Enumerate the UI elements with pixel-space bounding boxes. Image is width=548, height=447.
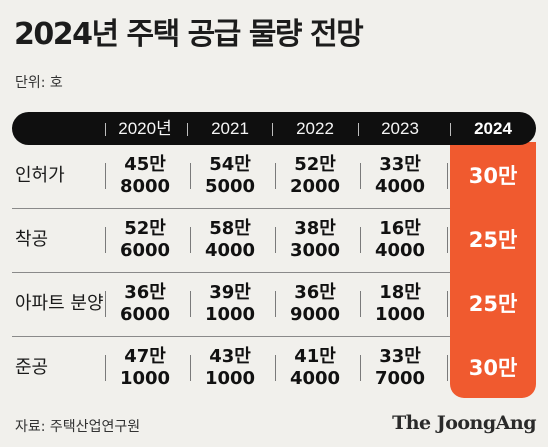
column-separator <box>360 355 361 381</box>
column-separator <box>105 355 106 381</box>
cell-value-line2: 7000 <box>374 368 426 389</box>
table-cell: 58만 4000 <box>193 209 267 271</box>
header-separator <box>272 123 273 136</box>
table-cell: 54만 5000 <box>193 145 267 207</box>
table-cell: 33만 4000 <box>363 145 437 207</box>
cell-value-line1: 16만 <box>379 218 421 239</box>
cell-value-line1: 52만 <box>294 154 336 175</box>
cell-value-line1: 33만 <box>379 346 421 367</box>
column-header-2023: 2023 <box>381 119 419 138</box>
cell-value-line1: 36만 <box>124 282 166 303</box>
cell-value-line2: 4000 <box>204 240 256 261</box>
unit-label: 단위: 호 <box>15 75 63 91</box>
header-separator <box>105 123 106 136</box>
cell-value-line1: 58만 <box>209 218 251 239</box>
column-separator <box>447 227 448 253</box>
column-separator <box>360 163 361 189</box>
cell-value-line2: 2000 <box>289 176 341 197</box>
cell-value-line2: 1000 <box>374 304 426 325</box>
column-separator <box>447 291 448 317</box>
column-header-2024: 2024 <box>474 119 512 138</box>
forecast-value: 30만 <box>468 164 518 188</box>
column-separator <box>275 355 276 381</box>
cell-value-line1: 33만 <box>379 154 421 175</box>
cell-value-line2: 1000 <box>204 304 256 325</box>
cell-value-line1: 18만 <box>379 282 421 303</box>
table-cell: 18만 1000 <box>363 273 437 335</box>
table-cell: 36만 9000 <box>278 273 352 335</box>
cell-value-line2: 5000 <box>204 176 256 197</box>
highlight-column-panel <box>450 142 536 398</box>
table-cell: 52만 6000 <box>108 209 182 271</box>
cell-value-line2: 6000 <box>119 304 171 325</box>
cell-value-line1: 41만 <box>294 346 336 367</box>
row-label: 아파트 분양 <box>15 293 104 314</box>
header-separator <box>450 123 451 136</box>
column-header-2022: 2022 <box>296 119 334 138</box>
column-separator <box>105 163 106 189</box>
table-cell: 36만 6000 <box>108 273 182 335</box>
forecast-value: 30만 <box>468 356 518 380</box>
cell-value-line1: 52만 <box>124 218 166 239</box>
table-cell: 16만 4000 <box>363 209 437 271</box>
cell-value-line1: 39만 <box>209 282 251 303</box>
cell-value-line2: 3000 <box>289 240 341 261</box>
chart-title: 2024년 주택 공급 물량 전망 <box>14 17 364 52</box>
row-label: 인허가 <box>15 165 65 186</box>
cell-value-line1: 47만 <box>124 346 166 367</box>
forecast-value: 25만 <box>468 228 518 252</box>
publisher-logo: The JoongAng <box>392 412 536 434</box>
column-separator <box>360 291 361 317</box>
row-divider <box>12 272 450 273</box>
cell-value-line1: 38만 <box>294 218 336 239</box>
column-header-2020: 2020년 <box>118 119 172 138</box>
cell-value-line2: 6000 <box>119 240 171 261</box>
column-separator <box>190 355 191 381</box>
column-separator <box>447 355 448 381</box>
cell-value-line1: 54만 <box>209 154 251 175</box>
column-separator <box>447 163 448 189</box>
row-label: 착공 <box>15 229 49 250</box>
table-cell: 47만 1000 <box>108 337 182 399</box>
column-separator <box>360 227 361 253</box>
column-header-2021: 2021 <box>211 119 249 138</box>
row-divider <box>12 336 450 337</box>
header-separator <box>358 123 359 136</box>
row-label: 준공 <box>15 357 49 378</box>
cell-value-line2: 4000 <box>289 368 341 389</box>
forecast-value: 25만 <box>468 292 518 316</box>
cell-value-line2: 8000 <box>119 176 171 197</box>
cell-value-line2: 1000 <box>119 368 171 389</box>
header-separator <box>187 123 188 136</box>
table-cell: 38만 3000 <box>278 209 352 271</box>
table-cell: 41만 4000 <box>278 337 352 399</box>
table-cell: 52만 2000 <box>278 145 352 207</box>
column-separator <box>190 163 191 189</box>
table-cell: 43만 1000 <box>193 337 267 399</box>
cell-value-line1: 36만 <box>294 282 336 303</box>
cell-value-line1: 45만 <box>124 154 166 175</box>
table-cell: 39만 1000 <box>193 273 267 335</box>
cell-value-line2: 1000 <box>204 368 256 389</box>
column-separator <box>105 291 106 317</box>
cell-value-line2: 4000 <box>374 240 426 261</box>
column-separator <box>275 291 276 317</box>
source-note: 자료: 주택산업연구원 <box>15 419 141 435</box>
table-header: 2020년 2021 2022 2023 2024 <box>12 112 536 145</box>
table-cell: 45만 8000 <box>108 145 182 207</box>
column-separator <box>190 291 191 317</box>
column-separator <box>190 227 191 253</box>
column-separator <box>105 227 106 253</box>
column-separator <box>275 163 276 189</box>
cell-value-line1: 43만 <box>209 346 251 367</box>
row-divider <box>12 208 450 209</box>
cell-value-line2: 4000 <box>374 176 426 197</box>
column-separator <box>275 227 276 253</box>
table-cell: 33만 7000 <box>363 337 437 399</box>
cell-value-line2: 9000 <box>289 304 341 325</box>
